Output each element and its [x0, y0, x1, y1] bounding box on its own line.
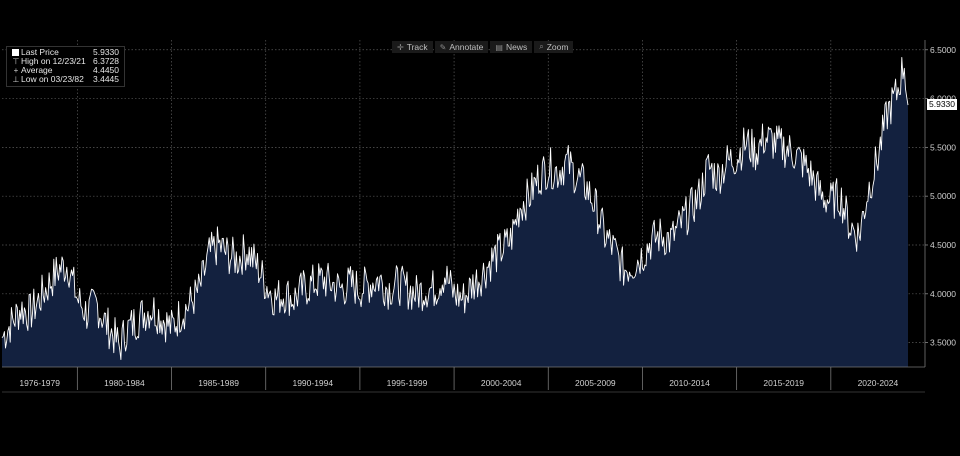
- legend-high: ⊤ High on 12/23/21 6.3728: [11, 56, 119, 67]
- y-tick-label: 5.0000: [930, 191, 956, 201]
- x-period-label: 2000-2004: [481, 378, 522, 388]
- y-tick-label: 3.5000: [930, 338, 956, 348]
- x-period-label: 1990-1994: [292, 378, 333, 388]
- legend-low: ⊥ Low on 03/23/82 3.4445: [11, 74, 119, 85]
- x-period-label: 2010-2014: [669, 378, 710, 388]
- legend-label: Last Price: [21, 47, 59, 57]
- legend-label: High on 12/23/21: [21, 56, 86, 66]
- zoom-button[interactable]: ⌕ Zoom: [534, 41, 574, 53]
- y-tick-label: 6.5000: [930, 45, 956, 55]
- annotate-label: Annotate: [449, 42, 484, 52]
- legend-value: 6.3728: [93, 56, 119, 66]
- average-marker-icon: +: [13, 66, 19, 75]
- annotate-button[interactable]: ✎ Annotate: [434, 41, 489, 53]
- pencil-icon: ✎: [439, 42, 447, 52]
- zoom-label: Zoom: [546, 42, 569, 52]
- y-axis: 3.5000 4.0000 4.5000 5.0000 5.5000 6.0000 6.50…: [924, 40, 956, 367]
- low-marker-icon: ⊥: [12, 75, 20, 84]
- last-price-swatch: [12, 49, 19, 56]
- x-period-label: 1995-1999: [387, 378, 428, 388]
- last-price-tag: 5.9330: [927, 99, 957, 111]
- legend-label: Average: [21, 65, 53, 75]
- legend-average: + Average 4.4450: [11, 65, 119, 76]
- track-button[interactable]: ✛ Track: [392, 41, 433, 53]
- x-axis: 1976-1979 1980-1984 1985-1989 1990-1994 1995…: [2, 366, 925, 393]
- legend-label: Low on 03/23/82: [21, 74, 84, 84]
- y-tick-label: 5.5000: [930, 142, 956, 152]
- track-label: Track: [406, 42, 428, 52]
- crosshair-icon: ✛: [397, 42, 404, 52]
- high-marker-icon: ⊤: [12, 57, 20, 66]
- x-period-label: 1976-1979: [19, 378, 60, 388]
- y-tick-label: 4.0000: [930, 289, 956, 299]
- x-period-label: 2015-2019: [763, 378, 804, 388]
- magnifier-icon: ⌕: [539, 42, 544, 51]
- news-button[interactable]: ▤ News: [490, 41, 533, 53]
- chart-legend: Last Price 5.9330 ⊤ High on 12/23/21 6.3…: [6, 46, 125, 87]
- legend-value: 3.4445: [93, 74, 119, 84]
- x-period-label: 1985-1989: [198, 378, 239, 388]
- series-line: [1, 56, 909, 361]
- chart-toolbar: ✛ Track ✎ Annotate ▤ News ⌕ Zoom: [392, 41, 574, 53]
- x-period-label: 1980-1984: [104, 378, 145, 388]
- legend-last-price: Last Price 5.9330: [11, 48, 119, 57]
- legend-value: 5.9330: [93, 47, 119, 57]
- y-tick-label: 6.0000: [930, 94, 956, 104]
- x-period-label: 2005-2009: [575, 378, 616, 388]
- news-label: News: [505, 42, 528, 52]
- y-tick-label: 4.5000: [930, 240, 956, 250]
- legend-value: 4.4450: [93, 65, 119, 75]
- news-icon: ▤: [495, 42, 503, 52]
- series-area: [2, 57, 908, 368]
- x-period-label: 2020-2024: [858, 378, 899, 388]
